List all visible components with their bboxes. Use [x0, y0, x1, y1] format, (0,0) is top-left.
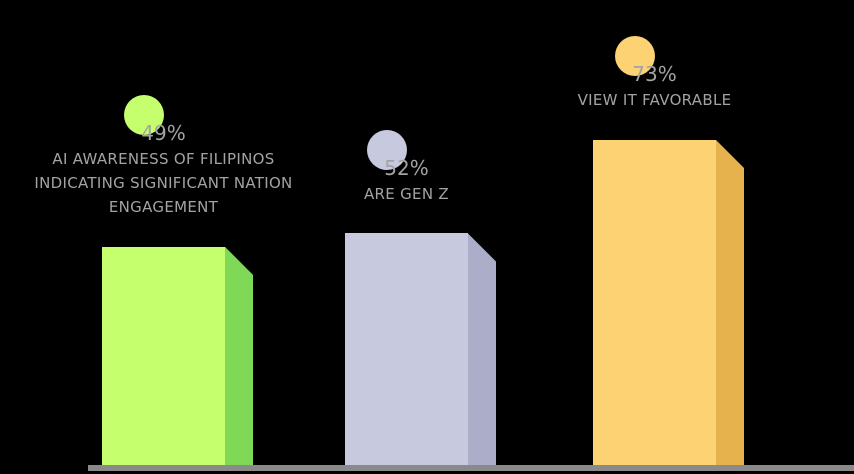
value-label: 52% — [384, 155, 429, 180]
value-label: 49% — [141, 120, 186, 145]
bar-side — [225, 246, 253, 465]
bar-side — [716, 140, 744, 465]
label-block: 73% VIEW IT FAVORABLE — [525, 36, 785, 112]
bar — [345, 233, 468, 465]
category-label: VIEW IT FAVORABLE — [577, 91, 732, 109]
value-label: 73% — [632, 62, 677, 86]
label-block: 52% ARE GEN Z — [277, 129, 537, 206]
marker-dot — [366, 129, 407, 170]
category-label: ARE GEN Z — [364, 184, 449, 203]
bar — [102, 246, 225, 465]
label-block: 49% AI AWARENESS OF FILIPINOS INDICATING … — [34, 94, 294, 219]
marker-dot — [614, 36, 655, 76]
marker-dot — [123, 94, 164, 135]
bar-side — [468, 233, 496, 465]
category-label: AI AWARENESS OF FILIPINOS INDICATING SIG… — [34, 149, 293, 216]
bar — [593, 140, 716, 465]
baseline — [88, 465, 854, 471]
